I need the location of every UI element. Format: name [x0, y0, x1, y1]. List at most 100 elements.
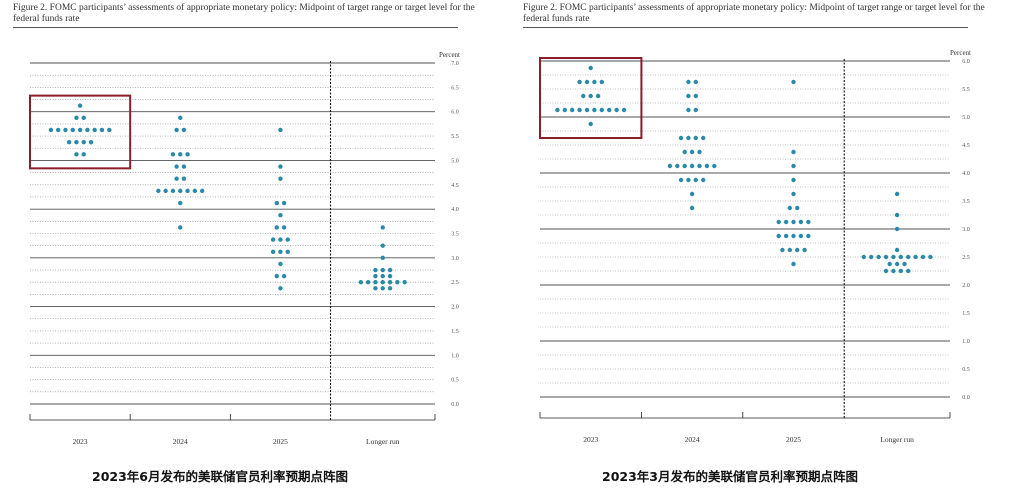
data-dot — [898, 254, 904, 260]
data-dot — [278, 237, 283, 242]
y-axis-label: Percent — [439, 51, 460, 59]
data-dot — [181, 164, 187, 169]
y-tick-label: 2.5 — [451, 280, 459, 286]
data-dot — [686, 79, 691, 85]
y-tick-label: 2.0 — [962, 283, 970, 289]
data-dot — [588, 121, 593, 127]
y-tick-label: 0.0 — [962, 395, 970, 401]
data-dot — [902, 261, 907, 267]
data-dot — [883, 254, 889, 260]
data-dot — [686, 135, 691, 141]
data-dot — [55, 127, 61, 133]
data-dot — [592, 107, 597, 113]
data-dot — [199, 188, 205, 194]
x-category-label: 2023 — [583, 435, 598, 444]
data-dot — [806, 233, 811, 239]
data-dot — [898, 268, 904, 274]
y-tick-label: 7.0 — [451, 61, 459, 67]
data-dot — [906, 254, 911, 260]
data-dot — [380, 255, 385, 261]
data-dot — [174, 164, 179, 169]
data-dot — [380, 273, 385, 279]
data-dot — [74, 115, 79, 121]
y-tick-label: 1.5 — [962, 311, 970, 317]
data-dot — [81, 115, 86, 121]
data-dot — [913, 254, 918, 260]
data-dot — [365, 280, 371, 285]
data-dot — [869, 254, 874, 260]
data-dot — [178, 115, 183, 121]
data-dot — [607, 107, 612, 113]
data-dot — [894, 191, 900, 197]
dot-plot-chart-march: 0.0 0.5 1.0 1.5 2.0 2.5 3.0 3.5 4.0 4.5 5.0 5.5 6.0 P… — [539, 49, 971, 444]
highlight-box — [539, 57, 643, 139]
data-dot — [776, 219, 781, 225]
data-dot — [693, 107, 699, 113]
data-dot — [787, 205, 793, 211]
data-dot — [928, 254, 933, 260]
data-dot — [693, 177, 699, 183]
data-dot — [798, 233, 804, 239]
y-tick-label: 3.5 — [451, 232, 459, 238]
data-dot — [88, 139, 94, 145]
data-dot — [791, 177, 796, 183]
data-dot — [380, 267, 385, 273]
data-dot — [170, 152, 176, 157]
y-tick-label: 4.5 — [451, 183, 459, 189]
data-dot — [712, 163, 717, 169]
data-dot — [689, 149, 695, 155]
y-tick-label: 2.0 — [451, 305, 459, 311]
data-dot — [278, 164, 283, 169]
data-dot — [63, 127, 68, 133]
y-tick-label: 3.0 — [451, 256, 459, 262]
data-dot — [285, 237, 290, 242]
data-dot — [906, 268, 911, 274]
data-dot — [682, 149, 687, 155]
data-dot — [402, 280, 407, 285]
data-dot — [178, 225, 183, 230]
data-dot — [577, 107, 582, 113]
y-tick-label: 0.5 — [451, 378, 459, 384]
data-dot — [621, 107, 627, 113]
data-dot — [697, 163, 702, 169]
dot-plot-panel-march: Figure 2. FOMC participants’ assessments… — [520, 0, 1020, 492]
data-dot — [387, 286, 393, 291]
data-dot — [599, 79, 605, 85]
data-dot — [614, 107, 619, 113]
data-dot — [380, 286, 385, 291]
data-dot — [791, 261, 796, 267]
data-dot — [675, 163, 680, 169]
data-dot — [156, 188, 161, 194]
data-dot — [686, 93, 691, 99]
data-dot — [270, 249, 276, 254]
data-dot — [577, 79, 582, 85]
data-dot — [395, 280, 400, 285]
y-tick-label: 6.0 — [962, 59, 970, 65]
data-dot — [791, 233, 796, 239]
data-dot — [373, 273, 378, 279]
x-category-label: 2025 — [786, 435, 801, 444]
data-dot — [170, 188, 176, 194]
data-dot — [181, 176, 187, 181]
data-dot — [667, 163, 673, 169]
data-dot — [387, 267, 393, 273]
data-dot — [81, 139, 86, 145]
data-dot — [588, 93, 593, 99]
data-dot — [178, 152, 183, 157]
y-tick-label: 3.0 — [962, 227, 970, 233]
data-dot — [861, 254, 867, 260]
data-dot — [77, 103, 83, 108]
data-dot — [178, 200, 183, 206]
data-dot — [894, 226, 900, 232]
y-tick-label: 5.0 — [451, 158, 459, 164]
data-dot — [795, 247, 800, 253]
data-dot — [891, 254, 896, 260]
data-dot — [192, 188, 198, 194]
data-dot — [883, 268, 889, 274]
data-dot — [185, 188, 190, 194]
data-dot — [92, 127, 97, 133]
y-tick-label: 6.0 — [451, 110, 459, 116]
data-dot — [791, 149, 796, 155]
data-dot — [791, 191, 796, 197]
data-dot — [278, 286, 283, 291]
